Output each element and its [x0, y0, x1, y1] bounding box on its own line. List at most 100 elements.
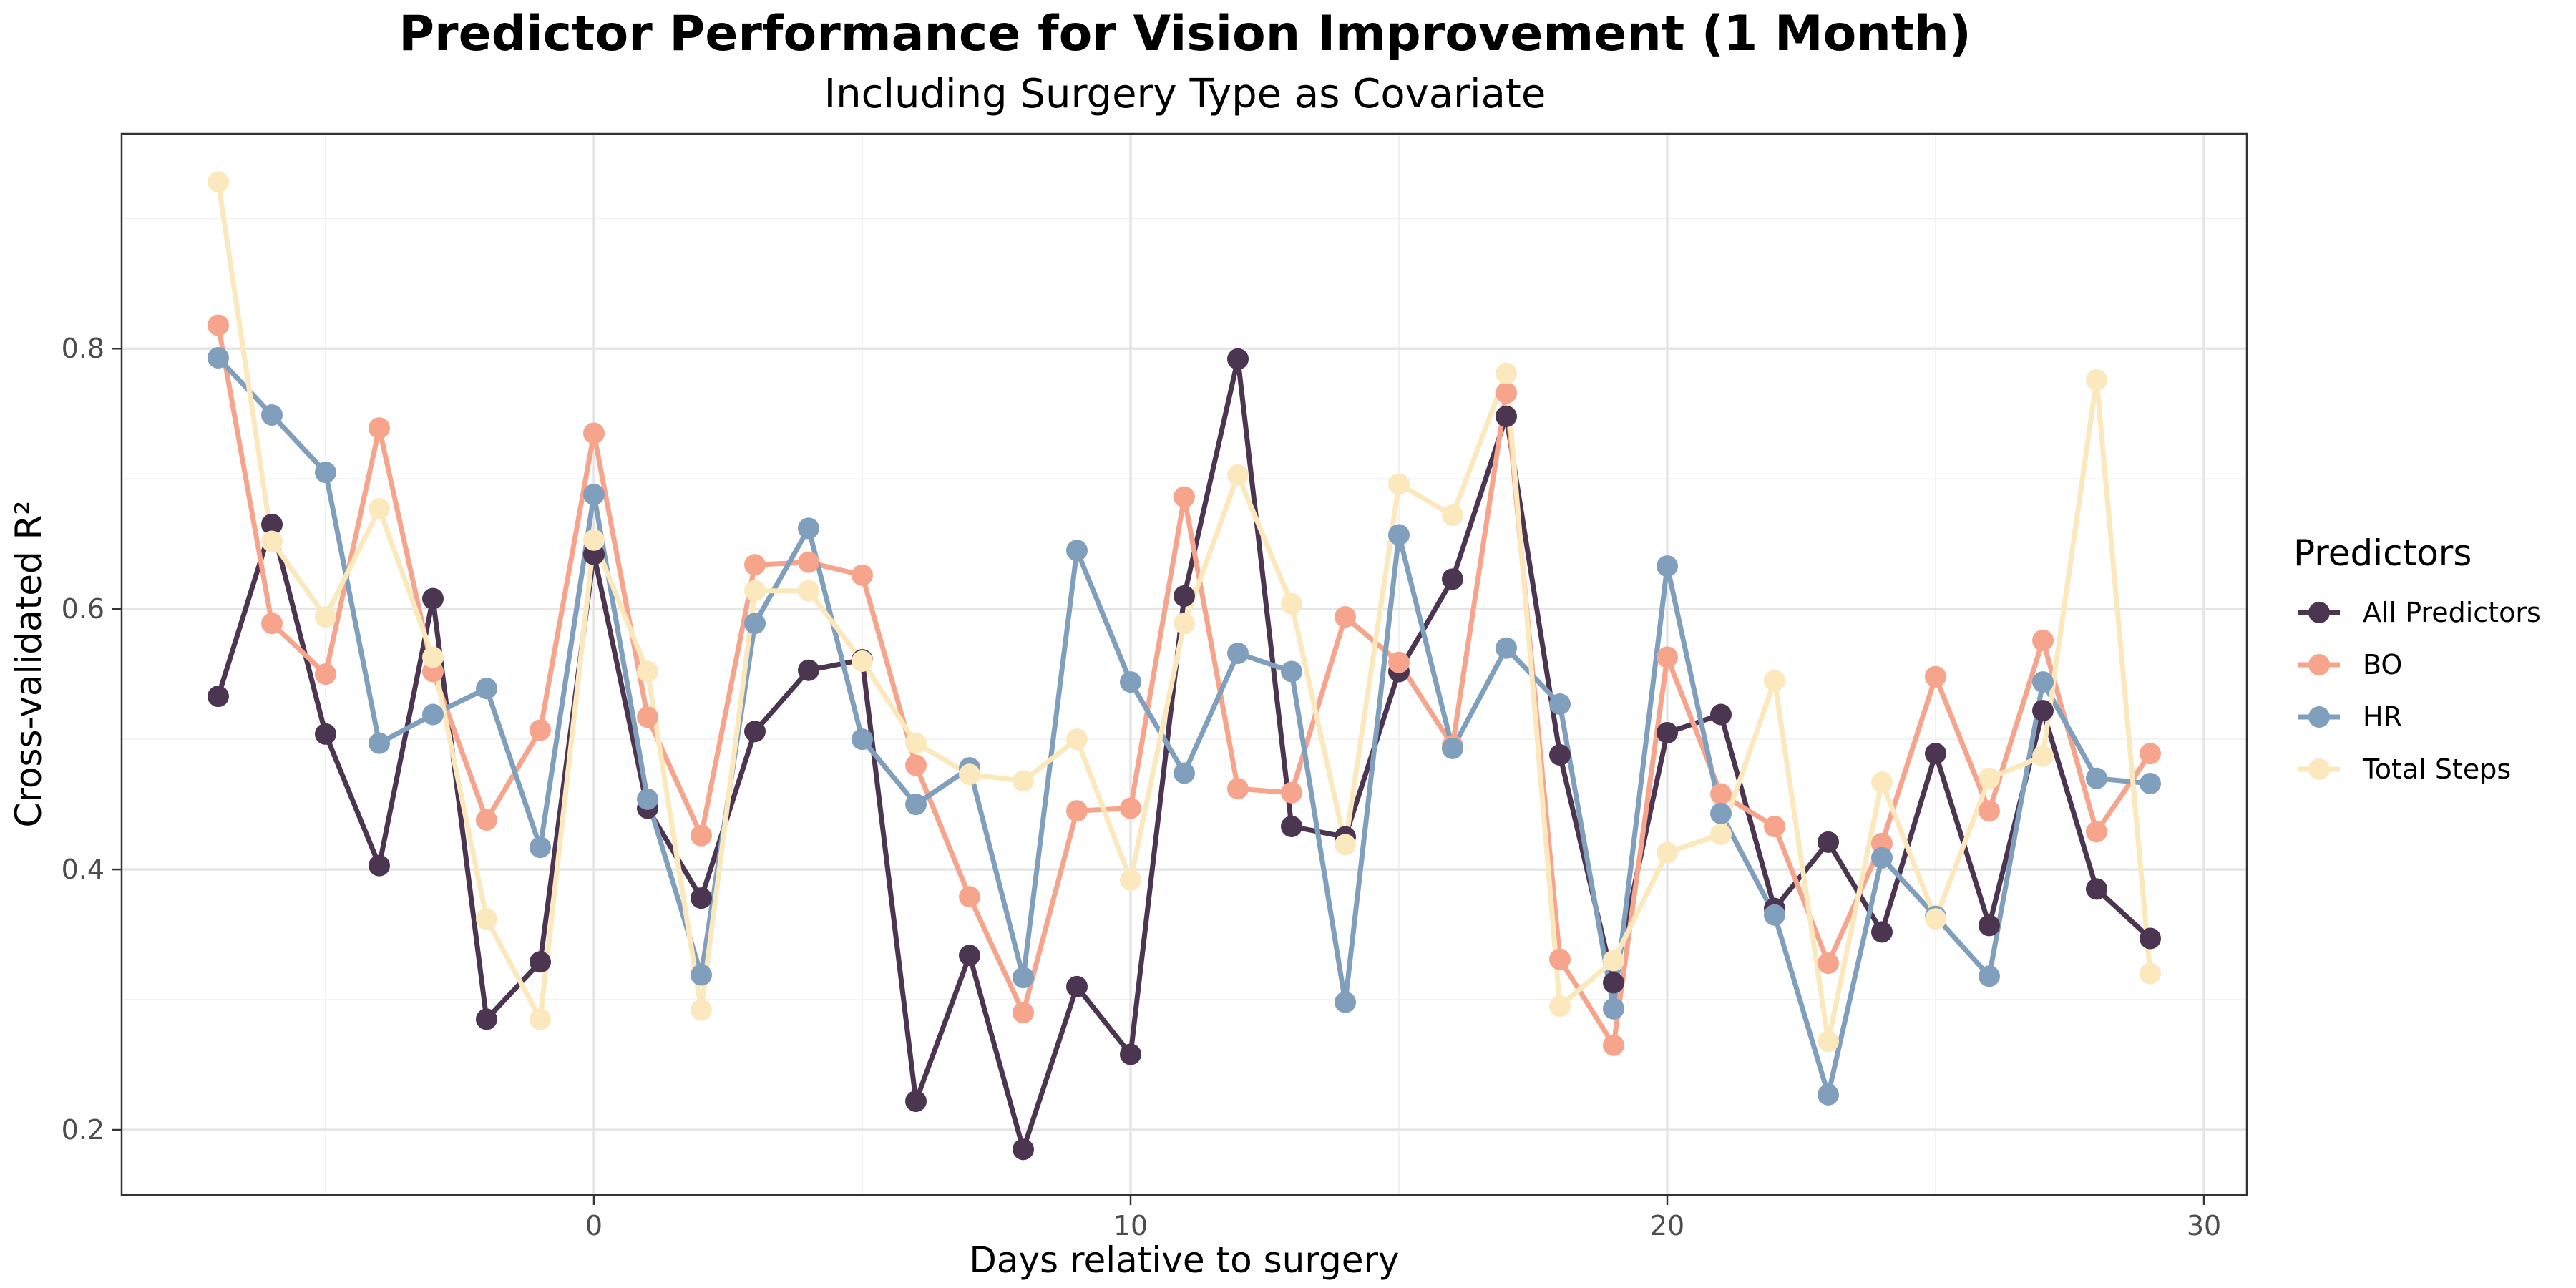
point-bo-18: [1174, 486, 1195, 508]
legend-label-total-steps: Total Steps: [2362, 753, 2511, 785]
point-hr-9: [691, 964, 712, 986]
point-hr-28: [1710, 802, 1732, 824]
point-all-predictors-35: [2086, 878, 2107, 900]
point-hr-25: [1549, 693, 1571, 715]
point-total-steps-7: [583, 529, 605, 551]
point-bo-24: [1496, 382, 1517, 404]
point-bo-29: [1764, 816, 1785, 838]
series-points: [208, 171, 2161, 1161]
point-all-predictors-30: [1818, 831, 1839, 853]
point-hr-22: [1388, 524, 1410, 546]
point-all-predictors-6: [530, 951, 551, 973]
point-bo-34: [2032, 629, 2054, 651]
plot-panel-border: [120, 132, 2248, 1196]
point-total-steps-34: [2032, 745, 2054, 767]
point-hr-34: [2032, 671, 2054, 693]
legend-item-total-steps: Total Steps: [2298, 753, 2511, 785]
legend-key-point-hr: [2308, 706, 2330, 728]
legend-key-point-all-predictors: [2308, 602, 2330, 623]
point-hr-10: [744, 613, 766, 635]
y-axis: 0.2 0.4 0.6 0.8: [62, 333, 122, 1146]
point-hr-18: [1174, 762, 1195, 784]
point-hr-3: [369, 732, 390, 754]
point-all-predictors-26: [1603, 972, 1624, 994]
legend-label-hr: HR: [2363, 701, 2402, 733]
point-hr-23: [1442, 737, 1463, 759]
point-all-predictors-36: [2140, 927, 2161, 950]
point-bo-22: [1388, 651, 1410, 673]
legend-label-all-predictors: All Predictors: [2363, 597, 2541, 628]
plot-background: [122, 134, 2247, 1195]
point-all-predictors-0: [208, 686, 229, 708]
point-total-steps-17: [1120, 869, 1141, 891]
chart-title: Predictor Performance for Vision Improve…: [399, 6, 1971, 62]
point-bo-32: [1925, 665, 1946, 688]
point-bo-16: [1066, 800, 1088, 822]
point-total-steps-21: [1335, 834, 1356, 856]
point-total-steps-36: [2140, 962, 2161, 985]
point-hr-0: [208, 346, 229, 369]
legend-title: Predictors: [2293, 532, 2472, 574]
point-hr-26: [1603, 997, 1624, 1020]
point-all-predictors-17: [1120, 1043, 1141, 1065]
point-hr-4: [422, 703, 444, 726]
point-bo-7: [583, 422, 605, 444]
point-bo-11: [798, 551, 819, 573]
legend-key-point-total-steps: [2308, 758, 2330, 780]
point-total-steps-27: [1657, 841, 1678, 864]
point-hr-35: [2086, 767, 2107, 789]
y-tick-label-3: 0.8: [62, 333, 104, 364]
x-tick-label-3: 30: [2187, 1210, 2221, 1241]
chart-subtitle: Including Surgery Type as Covariate: [824, 71, 1546, 117]
point-total-steps-5: [476, 908, 497, 930]
y-tick-label-1: 0.4: [62, 854, 104, 885]
point-all-predictors-16: [1066, 975, 1088, 997]
point-bo-21: [1335, 606, 1356, 628]
point-total-steps-24: [1496, 362, 1517, 384]
point-hr-15: [1013, 967, 1034, 989]
x-tick-label-1: 10: [1113, 1210, 1148, 1241]
point-bo-27: [1657, 646, 1678, 668]
point-hr-31: [1871, 847, 1893, 869]
y-tick-label-0: 0.2: [62, 1114, 104, 1146]
point-bo-14: [959, 886, 980, 908]
point-bo-33: [1979, 800, 2000, 822]
point-hr-2: [315, 462, 336, 484]
point-total-steps-25: [1549, 995, 1571, 1018]
point-hr-29: [1764, 904, 1785, 926]
point-bo-15: [1013, 1002, 1034, 1024]
point-total-steps-18: [1174, 613, 1195, 635]
point-total-steps-30: [1818, 1030, 1839, 1053]
point-total-steps-12: [852, 650, 873, 672]
point-total-steps-2: [315, 606, 336, 628]
point-total-steps-1: [261, 530, 283, 552]
point-bo-17: [1120, 797, 1141, 819]
legend: Predictors All Predictors BO HR Total Steps: [2293, 532, 2541, 785]
point-bo-0: [208, 314, 229, 336]
point-bo-26: [1603, 1034, 1624, 1056]
point-hr-27: [1657, 555, 1678, 577]
point-hr-11: [798, 517, 819, 540]
point-all-predictors-34: [2032, 700, 2054, 722]
x-tick-label-2: 20: [1650, 1210, 1684, 1241]
point-bo-19: [1227, 778, 1249, 800]
point-all-predictors-20: [1281, 816, 1302, 838]
point-hr-5: [476, 678, 497, 700]
point-hr-20: [1281, 660, 1302, 683]
point-bo-10: [744, 554, 766, 576]
point-bo-3: [369, 417, 390, 439]
point-all-predictors-15: [1013, 1138, 1034, 1161]
point-total-steps-10: [744, 580, 766, 602]
legend-item-hr: HR: [2298, 701, 2402, 733]
point-bo-12: [852, 564, 873, 586]
point-hr-12: [852, 728, 873, 751]
point-all-predictors-23: [1442, 568, 1463, 590]
legend-key-point-bo: [2308, 654, 2330, 675]
point-bo-1: [261, 613, 283, 635]
point-all-predictors-1: [261, 513, 283, 535]
point-total-steps-8: [637, 660, 658, 683]
point-total-steps-13: [905, 732, 927, 754]
point-hr-21: [1335, 991, 1356, 1013]
point-total-steps-29: [1764, 670, 1785, 692]
